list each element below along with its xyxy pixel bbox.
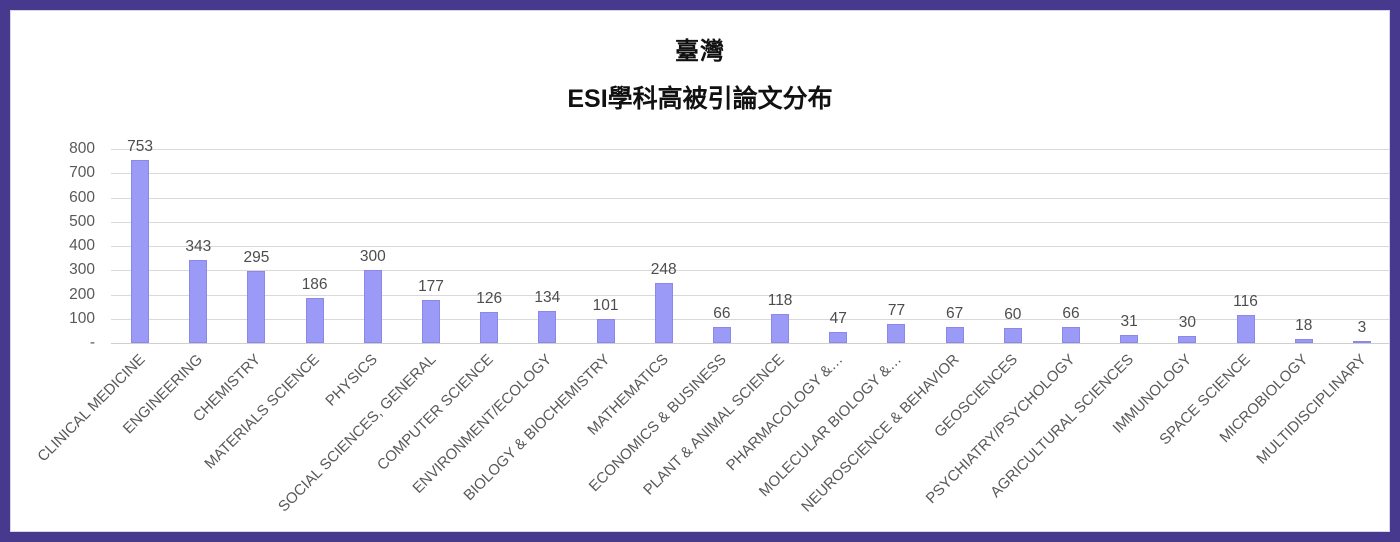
bar-value-label: 66 <box>1062 304 1080 322</box>
bar <box>887 324 906 343</box>
bar-value-label: 186 <box>301 275 328 293</box>
bar <box>189 259 208 343</box>
bar <box>363 270 382 343</box>
bar-value-label: 18 <box>1295 316 1313 334</box>
bar-value-label: 3 <box>1357 319 1367 336</box>
bar-value-label: 295 <box>243 249 270 267</box>
bar <box>422 300 440 343</box>
bar <box>131 160 150 343</box>
bar <box>1294 338 1313 343</box>
bar <box>654 282 673 343</box>
bar <box>1120 335 1139 343</box>
bar <box>538 310 557 343</box>
bar-value-label: 343 <box>185 237 212 255</box>
bar-value-label: 60 <box>1004 306 1022 324</box>
bar-value-label: 66 <box>713 304 731 322</box>
gridline <box>111 294 1390 296</box>
bar <box>480 312 499 343</box>
bar <box>1352 341 1371 343</box>
y-tick-label: 200 <box>69 285 95 303</box>
bar-value-label: 31 <box>1120 313 1138 331</box>
y-tick-label: 600 <box>69 188 95 206</box>
gridline <box>111 270 1390 272</box>
bar-value-label: 116 <box>1233 292 1258 310</box>
y-tick-label: 700 <box>69 164 95 182</box>
y-tick-label: 800 <box>69 140 95 157</box>
gridline <box>111 197 1390 199</box>
bar <box>1236 314 1255 343</box>
bar-value-label: 30 <box>1178 313 1196 331</box>
gridline <box>111 246 1390 247</box>
gridline <box>111 221 1390 223</box>
gridline <box>111 173 1390 175</box>
bar <box>1178 335 1197 343</box>
gridline <box>111 149 1390 150</box>
bar <box>1062 326 1080 343</box>
y-tick-label: 400 <box>69 237 95 254</box>
bar <box>829 331 848 343</box>
bar-value-label: 67 <box>946 304 964 322</box>
y-tick-label: 300 <box>69 261 95 279</box>
bar-value-label: 118 <box>767 292 793 310</box>
bar-value-label: 753 <box>127 138 154 156</box>
y-tick-label: 100 <box>69 309 95 327</box>
bar <box>712 326 731 343</box>
bar-value-label: 177 <box>418 278 444 296</box>
chart-subtitle: ESI學科高被引論文分布 <box>567 85 833 113</box>
bar-value-label: 248 <box>650 260 677 278</box>
bar <box>945 326 964 343</box>
x-axis-baseline <box>111 343 1390 344</box>
plot-area: 753 343 295 186 300 177 126 134 101 248 66 118 47 77 6… <box>111 138 1390 344</box>
bar <box>771 314 790 343</box>
y-tick-label: 500 <box>69 212 95 230</box>
gridline <box>111 318 1390 320</box>
chart-title: 臺灣 <box>675 38 725 65</box>
bar <box>1003 328 1022 343</box>
bar <box>247 271 266 343</box>
bar <box>305 297 324 343</box>
y-tick-label: - <box>89 334 95 351</box>
bar-value-label: 47 <box>829 309 847 327</box>
bar-value-label: 134 <box>534 288 561 306</box>
bar <box>596 318 615 343</box>
bar-value-label: 101 <box>592 296 619 314</box>
bar-value-label: 300 <box>359 248 386 266</box>
bar-value-label: 77 <box>887 302 906 320</box>
bar-value-label: 126 <box>476 290 503 308</box>
